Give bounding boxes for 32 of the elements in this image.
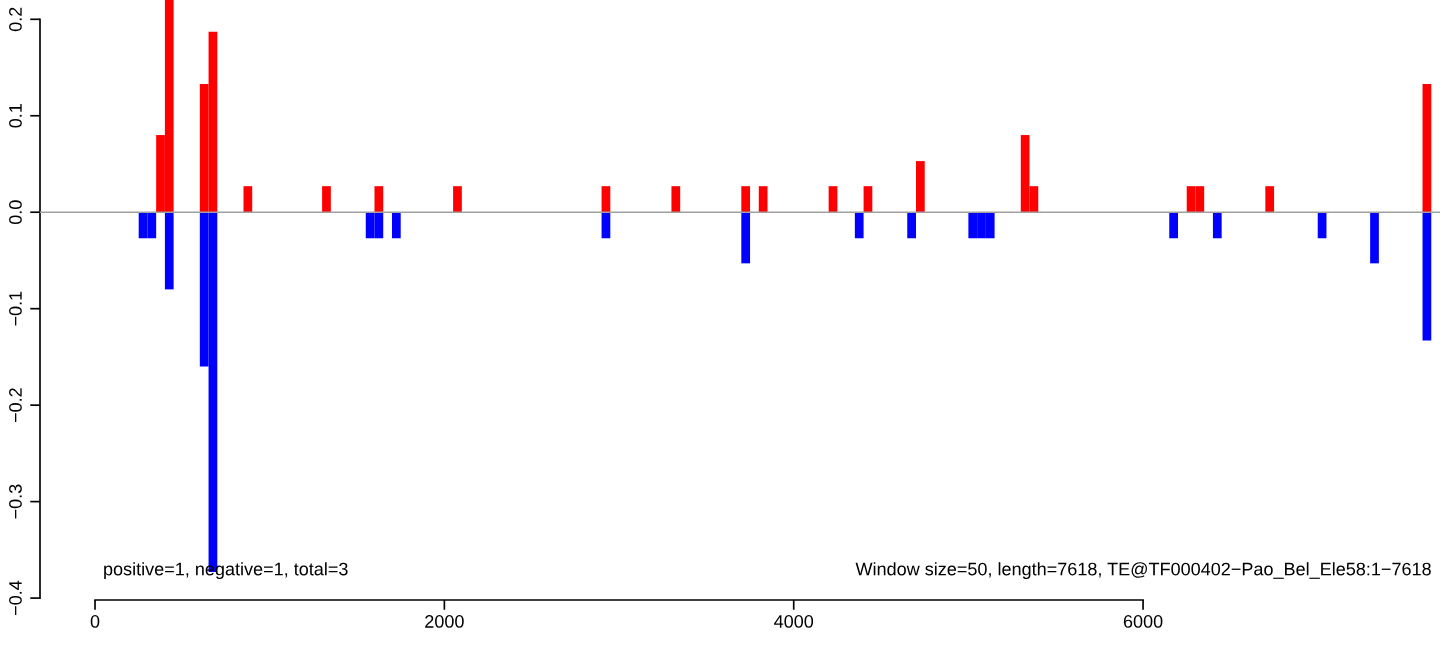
bar [1422, 83, 1432, 213]
bar [907, 212, 916, 239]
y-tick-label: −0.1 [9, 291, 22, 326]
annotation: positive=1, negative=1, total=3 [104, 562, 348, 579]
bar [322, 186, 331, 213]
bar [741, 212, 751, 264]
y-tick-label: 0.2 [9, 7, 22, 32]
bar [453, 186, 462, 213]
bar [741, 186, 751, 213]
bar [1169, 212, 1178, 239]
y-tick-label: −0.3 [9, 484, 22, 519]
bar [164, 212, 174, 290]
bar [915, 161, 925, 213]
x-tick-label: 2000 [425, 615, 464, 628]
y-tick-label: 0.1 [9, 104, 22, 128]
y-tick-label: 0.0 [9, 200, 22, 225]
bar [854, 212, 864, 239]
bar [671, 186, 681, 213]
bar [374, 186, 384, 213]
bar [1212, 212, 1222, 239]
bar [391, 212, 401, 239]
x-tick-label: 4000 [774, 615, 814, 628]
bar [1265, 186, 1275, 213]
x-tick-label: 0 [90, 615, 100, 628]
y-tick-label: −0.4 [9, 580, 22, 615]
y-tick-label: −0.2 [9, 388, 22, 423]
bar [1422, 212, 1432, 341]
annotation: Window size=50, length=7618, TE@TF000402−Pao_Bel_Ele58:1−7618 [855, 562, 1431, 579]
x-tick-label: 6000 [1123, 615, 1163, 628]
bar [758, 186, 768, 213]
bar [243, 186, 253, 213]
bar [1370, 212, 1379, 264]
